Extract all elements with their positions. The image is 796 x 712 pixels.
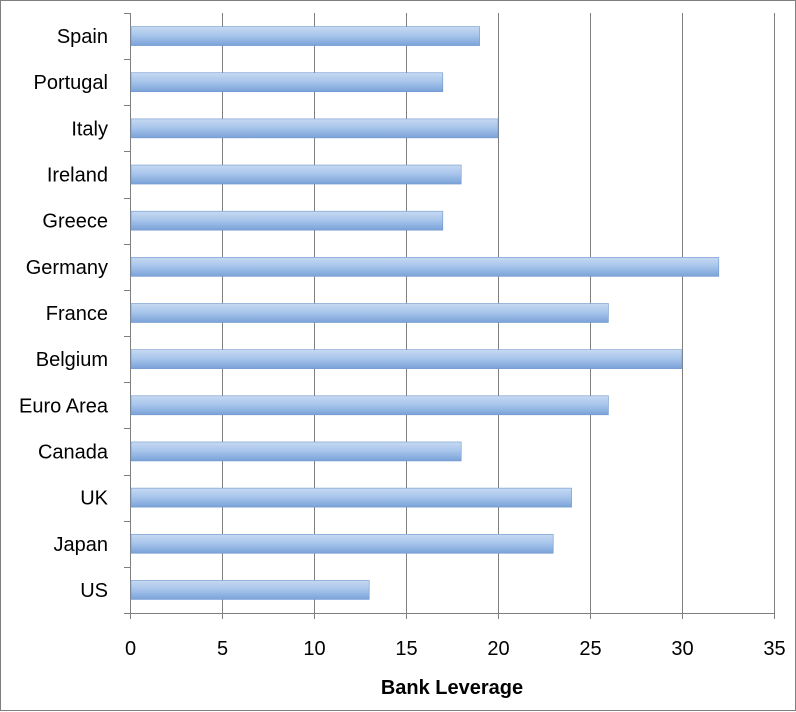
- bar: [130, 349, 683, 369]
- bar: [130, 395, 609, 416]
- category-label: France: [46, 303, 108, 325]
- category-label: Greece: [42, 211, 108, 233]
- category-label: Germany: [26, 257, 108, 279]
- axes: [124, 13, 775, 619]
- x-tick-label: 15: [395, 638, 417, 660]
- bar: [130, 441, 462, 462]
- bar: [130, 210, 444, 231]
- category-labels: Spain Portugal Italy Ireland Greece Germany Fr…: [19, 26, 109, 602]
- bar: [130, 487, 572, 508]
- x-tick-label: 5: [217, 638, 228, 660]
- x-tick-label: 25: [579, 638, 601, 660]
- category-label: Italy: [71, 118, 108, 140]
- bar: [130, 303, 609, 323]
- bars: [130, 26, 720, 600]
- category-label: Spain: [57, 26, 108, 48]
- category-label: Canada: [38, 441, 109, 463]
- bar: [130, 257, 720, 277]
- x-tick-label: 10: [303, 638, 325, 660]
- category-label: Belgium: [36, 349, 108, 371]
- category-label: UK: [80, 488, 108, 510]
- x-axis-title: Bank Leverage: [381, 677, 523, 699]
- bar: [130, 72, 444, 93]
- bar: [130, 26, 480, 46]
- x-tick-label: 35: [763, 638, 785, 660]
- x-tick-label: 20: [487, 638, 509, 660]
- x-tick-labels: 0 5 10 15 20 25 30 35: [125, 638, 786, 660]
- category-label: US: [80, 580, 108, 602]
- bar: [130, 580, 370, 600]
- bar: [130, 164, 462, 185]
- category-label: Japan: [54, 534, 109, 556]
- category-label: Ireland: [47, 165, 108, 187]
- x-tick-label: 0: [125, 638, 136, 660]
- x-tick-label: 30: [671, 638, 693, 660]
- bar: [130, 533, 554, 554]
- category-label: Portugal: [34, 72, 109, 94]
- bar: [130, 118, 499, 139]
- category-label: Euro Area: [19, 395, 109, 417]
